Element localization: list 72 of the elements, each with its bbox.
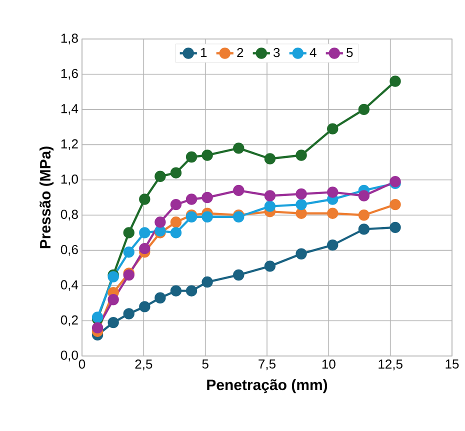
legend-label: 2 [237,48,244,58]
point [327,208,338,219]
point [92,322,104,334]
point [202,276,213,288]
point [296,248,307,260]
point [123,227,134,238]
point [170,198,182,210]
point [358,224,370,235]
point [327,123,338,134]
point [358,210,370,221]
x-tick-label: 0 [78,360,86,369]
point [139,242,150,254]
point [264,190,276,202]
point [139,301,150,312]
point [202,211,213,222]
point [202,150,213,161]
point [186,151,198,163]
point [390,222,401,234]
legend-label: 5 [346,48,353,58]
point [264,260,276,272]
y-tick-label: 0,8 [60,210,78,220]
point [170,167,182,178]
legend-label: 3 [274,48,280,58]
point [296,198,307,210]
point [296,208,307,219]
point [358,190,370,202]
point [154,216,166,228]
x-tick-label: 2,5 [135,360,152,370]
point [123,246,134,258]
y-tick-label: 1,4 [61,104,78,115]
point [108,316,119,328]
point [358,104,370,116]
y-tick-label: 1,8 [61,34,78,44]
point [170,227,182,238]
point [233,142,244,154]
point [233,184,244,196]
point [154,292,166,304]
point [390,76,401,87]
x-tick-label: 7,5 [258,360,276,370]
point [327,239,338,251]
point [202,192,213,204]
point [108,294,119,306]
x-axis-title: Penetração (mm) [207,379,328,394]
legend-label: 1 [201,48,207,57]
point [170,285,182,296]
y-tick-label: 0,0 [60,350,78,362]
y-tick-label: 0,2 [60,315,78,326]
point [327,186,338,198]
point [123,308,134,320]
point [233,269,244,281]
point [139,227,150,238]
x-tick-label: 12,5 [378,360,402,370]
y-tick-label: 1,0 [61,174,78,186]
x-tick-label: 10 [322,360,336,369]
point [186,194,198,205]
x-tick-label: 5 [202,360,208,369]
y-tick-label: 0,6 [60,244,78,256]
y-axis-title: Pressão (MPa) [40,146,54,248]
point [264,153,276,164]
point [296,150,307,161]
x-tick-label: 15 [446,360,459,369]
point [296,188,307,200]
point [154,170,166,182]
y-tick-label: 1,2 [61,139,78,150]
legend-label: 4 [310,48,316,57]
point [170,216,182,228]
point [390,198,401,210]
point [186,285,198,296]
point [264,200,276,212]
y-tick-label: 1,6 [61,68,78,80]
point [139,194,150,205]
y-tick-label: 0,4 [60,280,78,291]
